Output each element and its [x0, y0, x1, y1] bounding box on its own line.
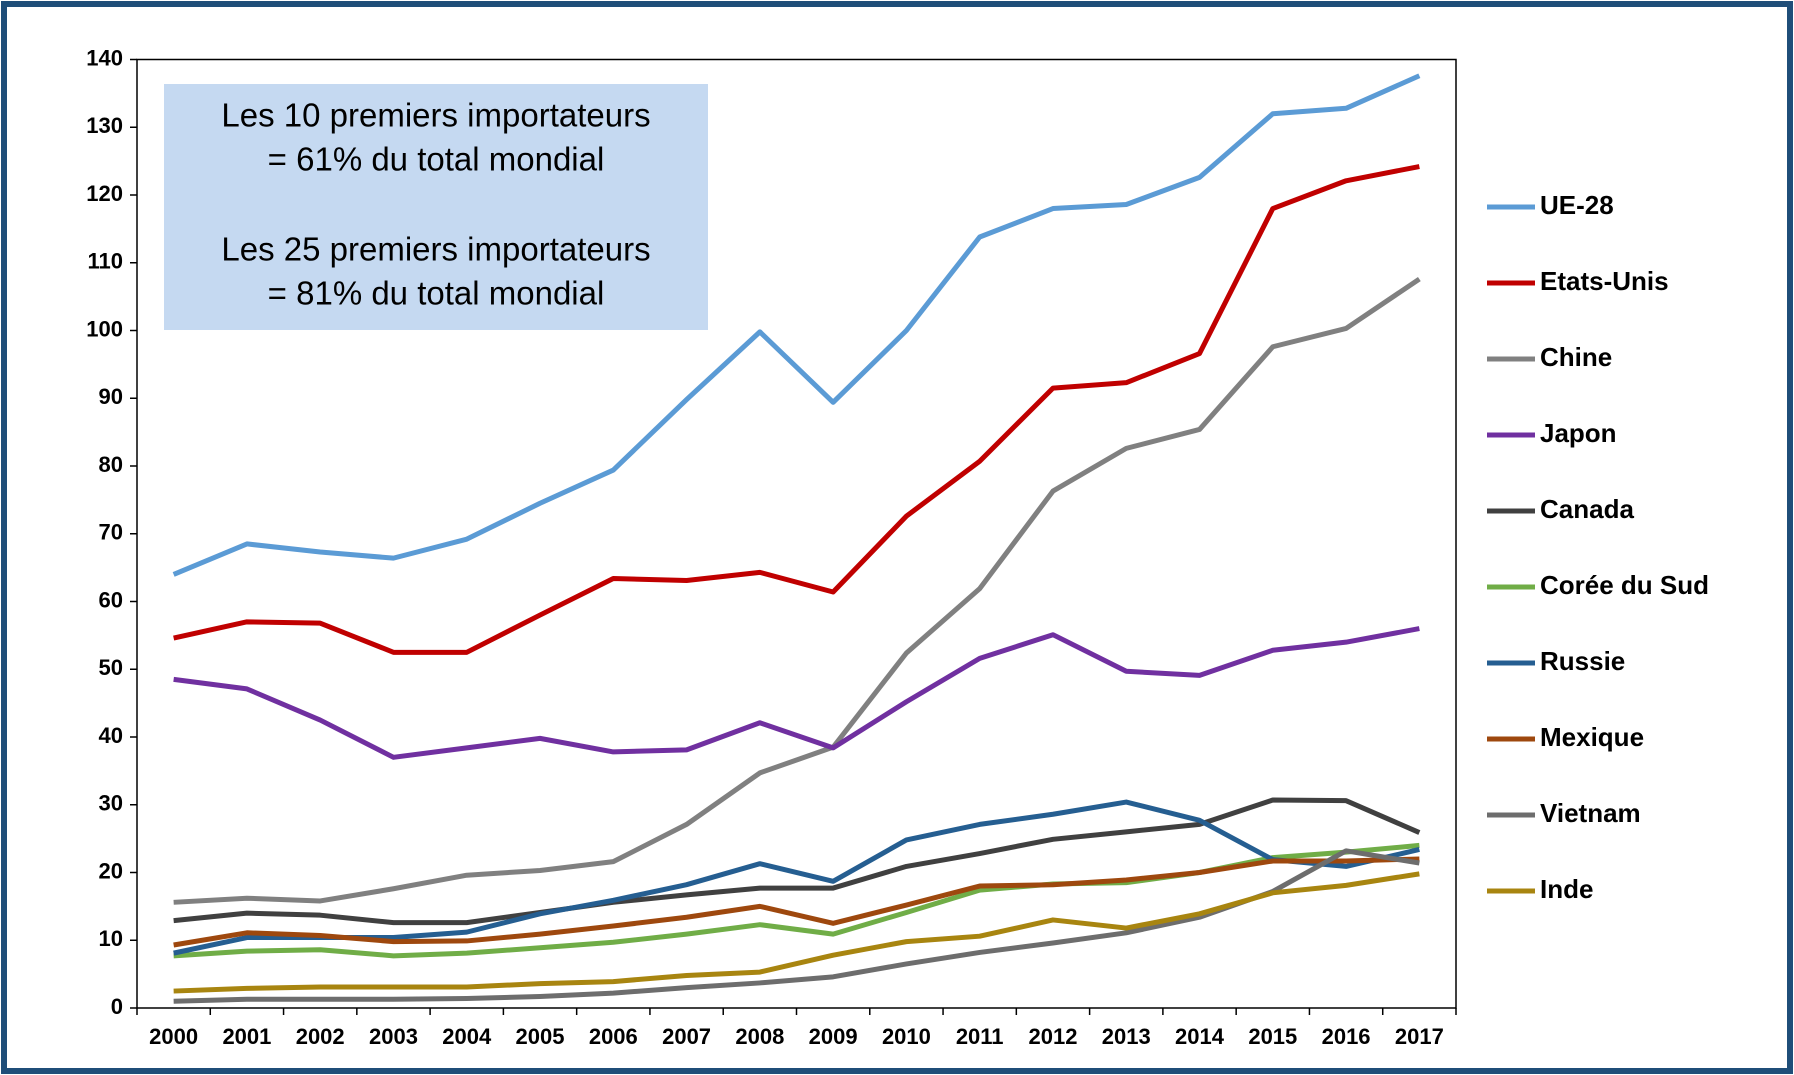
x-tick-label: 2016	[1322, 1024, 1371, 1049]
series-line	[172, 73, 1421, 577]
y-tick-label: 70	[99, 520, 123, 545]
legend-label: UE-28	[1540, 190, 1614, 220]
x-tick-label: 2008	[735, 1024, 784, 1049]
series-line	[173, 856, 1420, 948]
y-tick-label: 60	[99, 587, 123, 612]
legend-label: Mexique	[1540, 722, 1644, 752]
legend-label: Corée du Sud	[1540, 570, 1709, 600]
y-tick-label: 130	[86, 113, 123, 138]
x-tick-label: 2001	[222, 1024, 271, 1049]
series-line	[173, 276, 1421, 905]
y-tick-label: 80	[99, 452, 123, 477]
x-tick-label: 2013	[1102, 1024, 1151, 1049]
y-tick-label: 20	[99, 858, 123, 883]
series-line	[173, 797, 1421, 926]
annotation: = 61% du total mondial	[268, 141, 605, 178]
x-tick-label: 2009	[809, 1024, 858, 1049]
legend-label: Etats-Unis	[1540, 266, 1669, 296]
x-tick-label: 2007	[662, 1024, 711, 1049]
x-tick-label: 2006	[589, 1024, 638, 1049]
y-tick-label: 100	[86, 316, 123, 341]
x-tick-label: 2015	[1248, 1024, 1297, 1049]
y-tick-label: 0	[111, 994, 123, 1019]
x-tick-label: 2017	[1395, 1024, 1444, 1049]
x-tick-label: 2010	[882, 1024, 931, 1049]
y-tick-label: 10	[99, 926, 123, 951]
x-tick-label: 2011	[956, 1024, 1004, 1049]
y-tick-label: 140	[86, 45, 123, 70]
series-line	[173, 626, 1420, 760]
x-tick-label: 2003	[369, 1024, 418, 1049]
annotation: Les 10 premiers importateurs	[221, 97, 650, 134]
y-tick-label: 40	[99, 723, 123, 748]
x-tick-label: 2014	[1175, 1024, 1225, 1049]
legend-label: Vietnam	[1540, 798, 1641, 828]
annotation: = 81% du total mondial	[268, 275, 605, 312]
legend-label: Japon	[1540, 418, 1617, 448]
series-line	[173, 871, 1420, 994]
x-tick-label: 2005	[516, 1024, 565, 1049]
annotation: Les 25 premiers importateurs	[221, 231, 650, 268]
legend-label: Chine	[1540, 342, 1612, 372]
y-tick-label: 50	[99, 655, 123, 680]
x-tick-label: 2000	[149, 1024, 198, 1049]
series-line	[173, 799, 1420, 956]
x-tick-label: 2012	[1028, 1024, 1077, 1049]
y-tick-label: 110	[88, 249, 124, 274]
y-tick-label: 30	[99, 791, 123, 816]
legend-label: Russie	[1540, 646, 1625, 676]
legend-label: Inde	[1540, 874, 1593, 904]
x-tick-label: 2002	[296, 1024, 345, 1049]
y-tick-label: 90	[99, 384, 123, 409]
annotation-box	[164, 84, 708, 330]
series-line	[173, 164, 1420, 655]
x-tick-label: 2004	[442, 1024, 492, 1049]
legend-label: Canada	[1540, 494, 1634, 524]
y-tick-label: 120	[86, 181, 123, 206]
